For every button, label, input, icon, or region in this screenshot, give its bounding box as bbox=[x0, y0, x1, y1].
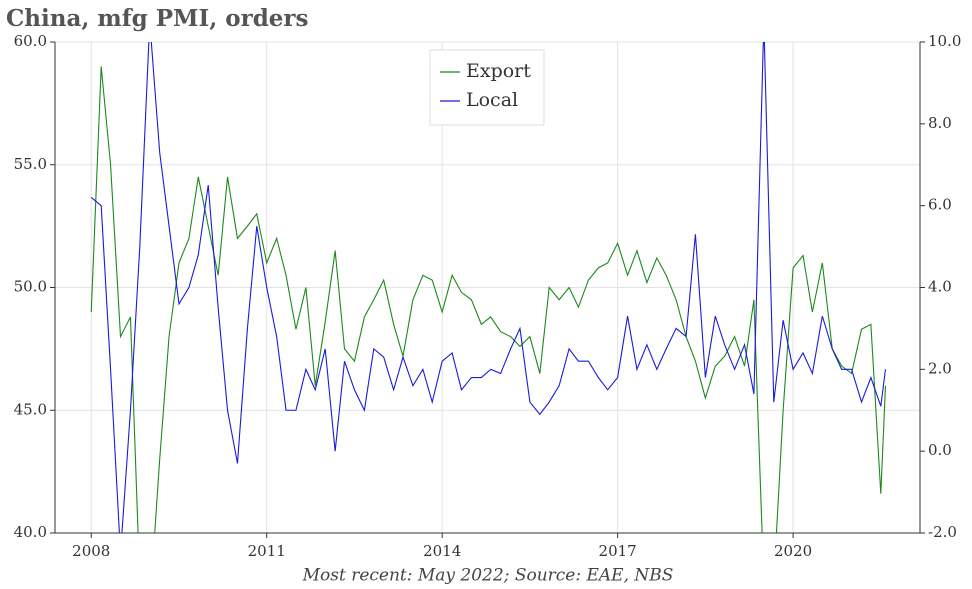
chart-title: China, mfg PMI, orders bbox=[6, 5, 309, 32]
line-series bbox=[90, 42, 887, 533]
y-tick-label: 55.0 bbox=[14, 155, 47, 173]
y-tick-label: 50.0 bbox=[14, 278, 47, 296]
legend-box bbox=[429, 49, 545, 126]
y2-tick-label: 8.0 bbox=[928, 114, 952, 132]
y2-tick-label: 10.0 bbox=[928, 32, 961, 50]
x-tick-label: 2008 bbox=[72, 542, 110, 560]
x-tick-label: 2014 bbox=[423, 542, 461, 560]
x-tick-label: 2017 bbox=[599, 542, 637, 560]
y-tick-label: 40.0 bbox=[14, 523, 47, 541]
plot-area bbox=[90, 42, 887, 533]
footnote: Most recent: May 2022; Source: EAE, NBS bbox=[302, 566, 674, 586]
line-series bbox=[90, 66, 887, 533]
x-tick-label: 2020 bbox=[774, 542, 812, 560]
y-tick-label: 60.0 bbox=[14, 32, 47, 50]
y-tick-label: 45.0 bbox=[14, 400, 47, 418]
y2-tick-label: 0.0 bbox=[928, 441, 952, 459]
x-tick-label: 2011 bbox=[248, 542, 286, 560]
y2-tick-label: 4.0 bbox=[928, 278, 952, 296]
y2-tick-label: -2.0 bbox=[928, 523, 957, 541]
y2-tick-label: 2.0 bbox=[928, 359, 952, 377]
legend-label: Export bbox=[466, 60, 531, 82]
y2-tick-label: 6.0 bbox=[928, 196, 952, 214]
legend-label: Local bbox=[466, 89, 518, 111]
